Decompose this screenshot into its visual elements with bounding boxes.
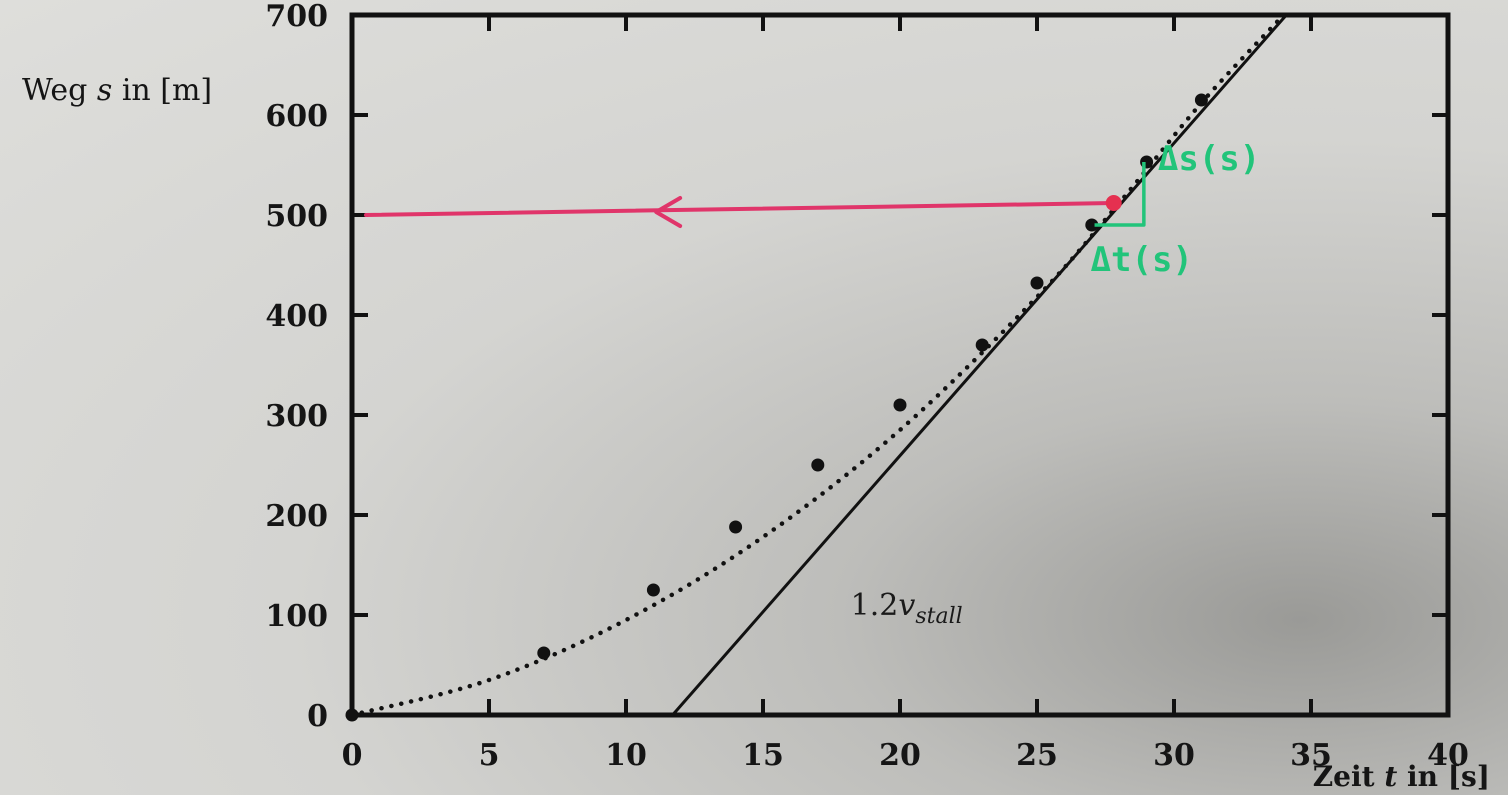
axis-ticks	[352, 15, 1448, 715]
x-tick-label: 15	[742, 738, 784, 773]
red-arrow-head	[654, 196, 683, 228]
data-point	[975, 338, 989, 352]
y-tick-label: 600	[265, 99, 328, 134]
data-point	[345, 708, 359, 722]
data-point	[811, 458, 825, 472]
x-tick-label: 30	[1153, 738, 1195, 773]
x-tick-label: 20	[879, 738, 921, 773]
red-arrow-line	[364, 201, 1116, 217]
x-axis-label: Zeit t in [s]	[1313, 760, 1490, 793]
dotted-fit-curve	[349, 12, 1286, 718]
data-point	[537, 646, 551, 660]
x-tick-label: 25	[1016, 738, 1058, 773]
x-tick-label: 35	[1290, 738, 1332, 773]
x-tick-label: 0	[342, 738, 363, 773]
y-axis-label: Weg s in [m]	[22, 73, 212, 108]
hand-annotations: Δs(s) Δt(s)	[364, 139, 1260, 280]
stall-line-label: 1.2vstall	[851, 588, 963, 629]
delta-s-label: Δs(s)	[1158, 139, 1260, 179]
data-points	[345, 93, 1208, 722]
stall-speed-line	[671, 14, 1288, 716]
y-tick-label: 300	[265, 399, 328, 434]
delta-t-label: Δt(s)	[1091, 240, 1193, 280]
x-tick-label: 40	[1427, 738, 1469, 773]
data-point	[729, 520, 743, 534]
data-point	[1194, 93, 1208, 107]
y-tick-label: 200	[265, 499, 328, 534]
y-tick-labels: 0 100 200 300 400 500 600 700	[265, 0, 328, 734]
data-point	[1085, 218, 1099, 232]
y-tick-label: 400	[265, 299, 328, 334]
y-tick-label: 100	[265, 599, 328, 634]
slope-triangle	[1094, 162, 1146, 227]
y-tick-label: 500	[265, 199, 328, 234]
y-tick-label: 700	[265, 0, 328, 34]
y-tick-label: 0	[307, 699, 328, 734]
data-point	[893, 398, 907, 412]
data-point	[646, 583, 660, 597]
x-tick-label: 5	[479, 738, 500, 773]
data-point	[1140, 155, 1154, 169]
data-point	[1030, 276, 1044, 290]
x-tick-label: 10	[605, 738, 647, 773]
red-marked-point	[1105, 195, 1122, 211]
x-tick-labels: 0 5 10 15 20 25 30 35 40	[342, 738, 1469, 773]
